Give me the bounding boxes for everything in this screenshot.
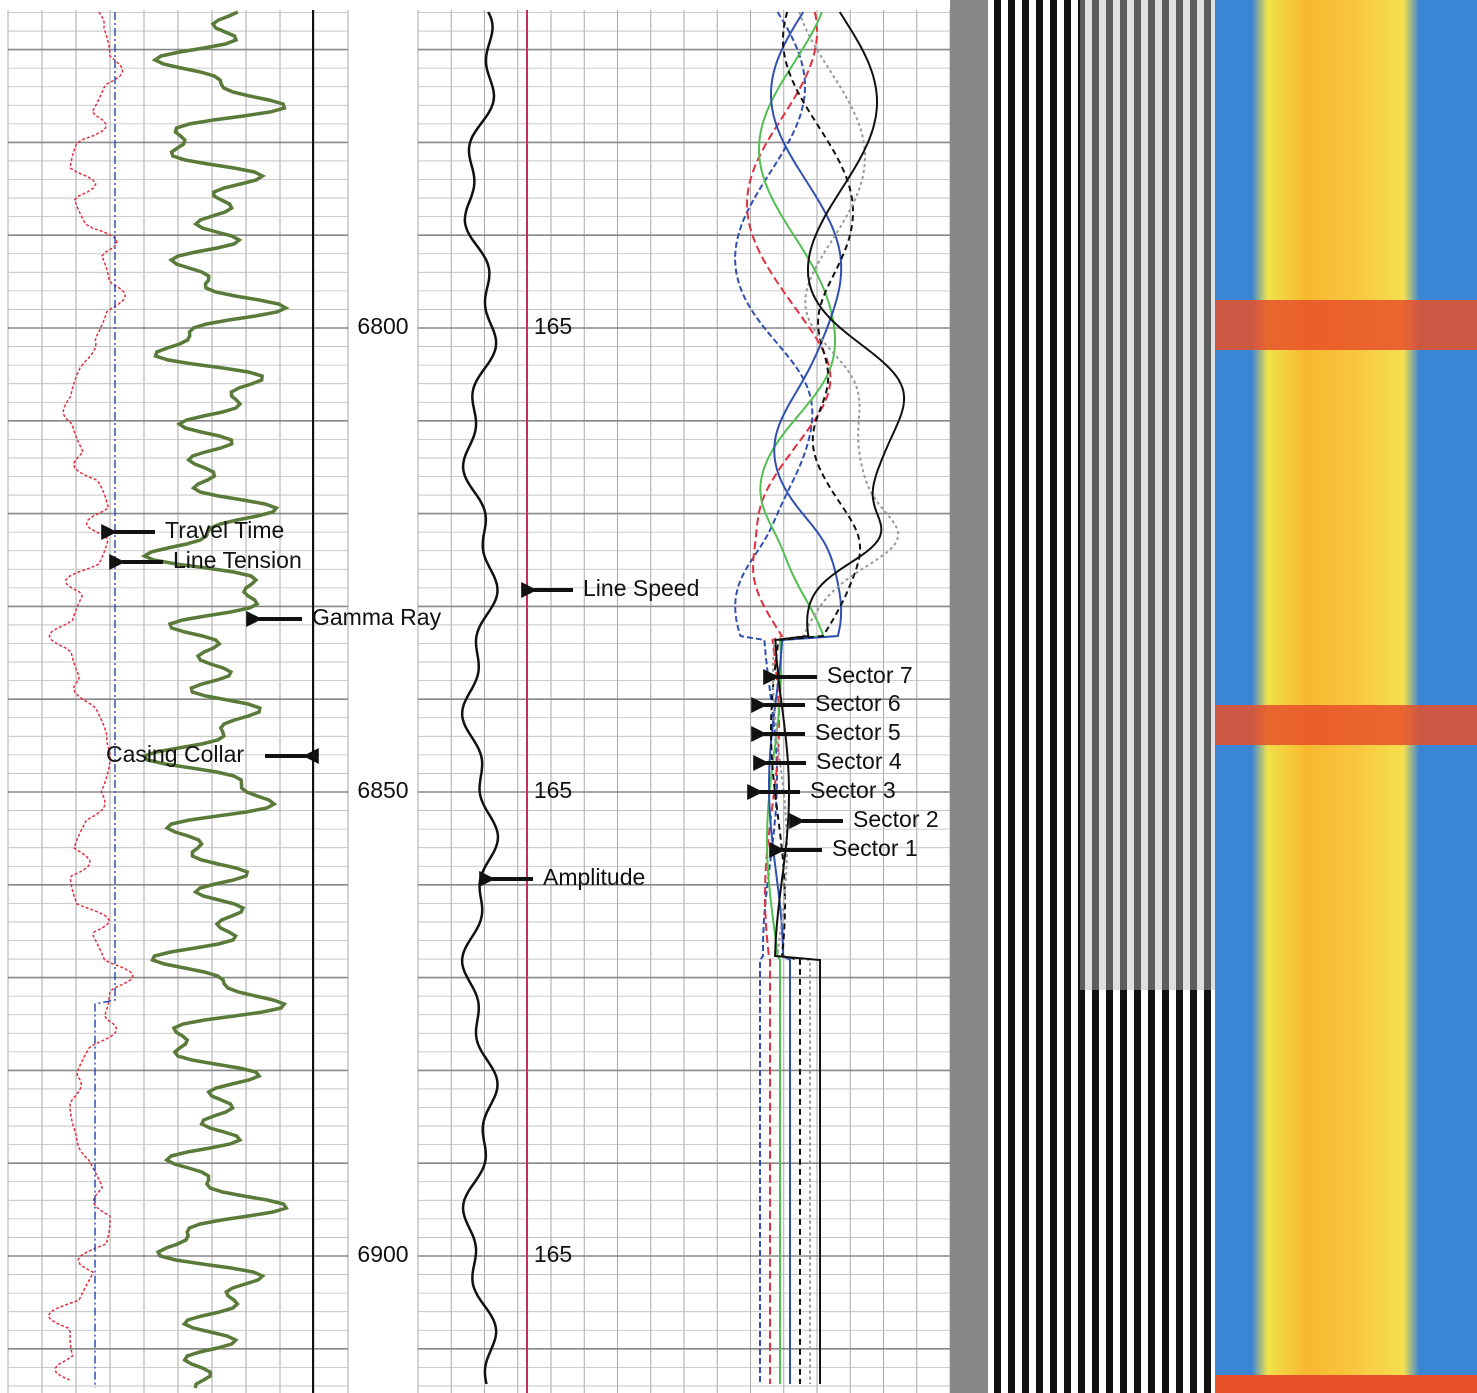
labels: 6800 6850 6900 165 165 165 Travel Time Line Ten…: [101, 313, 939, 1267]
annotation: Travel Time: [165, 517, 284, 543]
vdl-track: [988, 0, 1215, 1393]
vdl-noise: [1080, 0, 1215, 990]
depth-label: 6800: [357, 313, 408, 339]
annotation: Gamma Ray: [312, 604, 442, 630]
vdl-edge: [950, 0, 988, 1393]
log-curve: [768, 11, 843, 1384]
annotation: Line Speed: [583, 575, 699, 601]
annotation: Amplitude: [543, 864, 645, 890]
log-curve: [140, 10, 290, 1389]
log-curve: [774, 11, 906, 1384]
line-speed-label: 165: [534, 777, 572, 803]
map-band: [1215, 1375, 1477, 1393]
annotation: Sector 6: [815, 690, 901, 716]
depth-label: 6900: [357, 1241, 408, 1267]
annotation: Sector 1: [832, 835, 918, 861]
annotation: Sector 4: [816, 748, 902, 774]
log-curve: [770, 11, 862, 1384]
annotation: Sector 5: [815, 719, 901, 745]
log-curve: [772, 11, 900, 1384]
annotation: Sector 3: [810, 777, 896, 803]
annotation: Line Tension: [173, 547, 302, 573]
log-curve: [745, 11, 832, 1384]
annotation: Sector 7: [827, 662, 913, 688]
cement-map: [1215, 0, 1477, 1393]
map-band: [1215, 705, 1477, 745]
log-curve: [734, 11, 814, 1384]
line-speed-label: 165: [534, 1241, 572, 1267]
log-curve: [94, 12, 116, 1388]
log-curve: [47, 11, 134, 1381]
curves: [47, 10, 906, 1389]
annotation: Casing Collar: [106, 741, 244, 767]
depth-label: 6850: [357, 777, 408, 803]
grid: [7, 10, 951, 1393]
annotation: Sector 2: [853, 806, 939, 832]
map-band: [1215, 300, 1477, 350]
log-curve: [460, 11, 500, 1385]
line-speed-label: 165: [534, 313, 572, 339]
